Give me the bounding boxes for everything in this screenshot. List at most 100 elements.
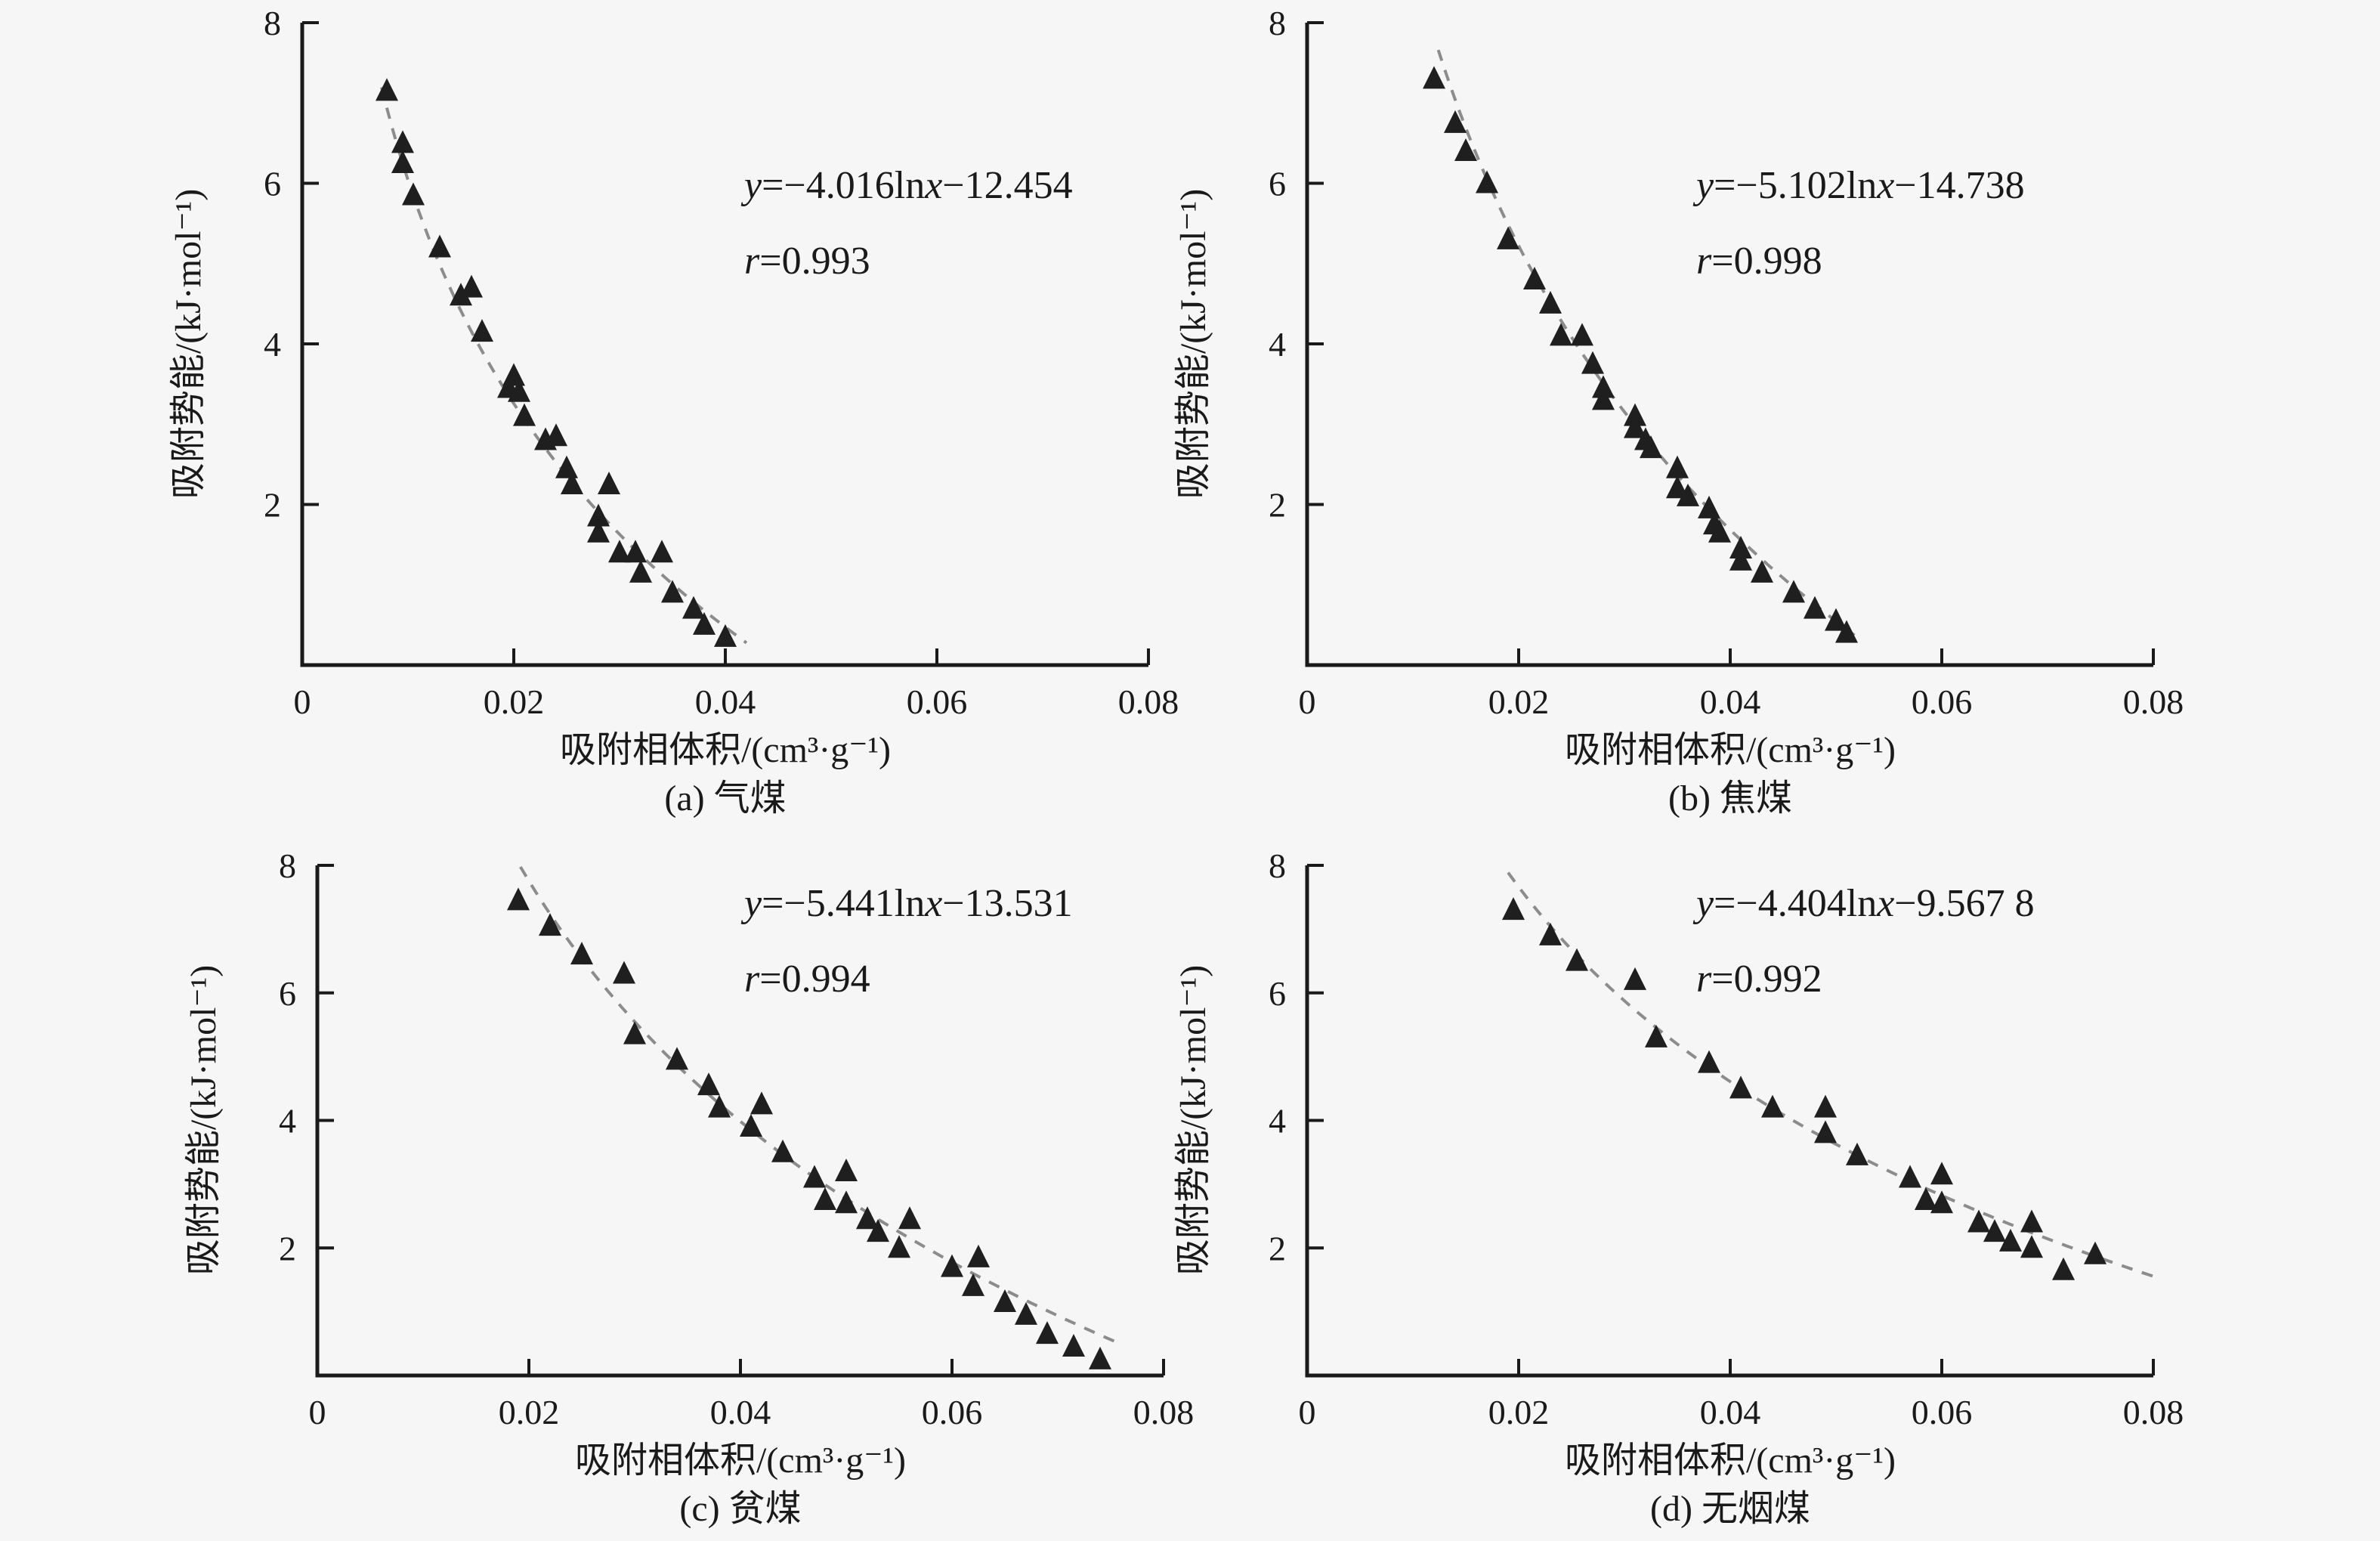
data-point-triangle	[460, 274, 483, 298]
data-point-triangle	[587, 519, 610, 543]
axis-lines	[1305, 23, 2153, 667]
x-axis-title: 吸附相体积/(cm³·g⁻¹)	[1565, 730, 1896, 770]
y-axis-title: 吸附势能/(kJ·mol⁻¹)	[184, 965, 224, 1275]
data-point-triangle	[1640, 435, 1662, 459]
x-tick-label: 0.06	[922, 1393, 983, 1431]
data-point-triangle	[835, 1159, 858, 1181]
data-point-triangle	[771, 1139, 794, 1162]
x-tick-label: 0.02	[484, 682, 545, 721]
x-tick-label: 0.06	[1912, 682, 1973, 721]
x-tick-label: 0.06	[1912, 1393, 1973, 1431]
data-point-triangle	[1539, 290, 1562, 314]
eq-const: −14.738	[1894, 164, 2024, 207]
data-point-triangle	[740, 1113, 762, 1137]
y-tick-label: 2	[1269, 1229, 1286, 1267]
axis-lines	[1305, 865, 2153, 1378]
panel-b-coking-coal: 0 0.02 0.04 0.06 0.08 2 4 6 8 y=−5.102lnx−14.738 r…	[1269, 4, 2184, 721]
data-point-triangle	[1062, 1334, 1085, 1357]
y-tick-label: 4	[1269, 1102, 1286, 1140]
data-point-triangle	[1967, 1209, 1990, 1233]
data-point-triangle	[570, 942, 593, 965]
data-point-triangle	[1983, 1219, 2006, 1242]
data-point-triangle	[682, 596, 705, 619]
data-point-triangle	[629, 559, 652, 583]
data-point-triangle	[651, 540, 673, 563]
data-point-triangle	[1476, 170, 1498, 193]
data-point-triangle	[1835, 620, 1858, 643]
data-point-triangle	[561, 471, 583, 494]
data-point-triangle	[714, 624, 737, 647]
axis-lines	[315, 865, 1164, 1378]
data-point-triangle	[391, 130, 414, 153]
y-tick-label: 6	[1269, 165, 1286, 203]
y-axis-title: 吸附势能/(kJ·mol⁻¹)	[1173, 189, 1213, 499]
data-point-triangle	[1708, 519, 1731, 543]
data-point-triangle	[967, 1244, 990, 1267]
data-point-triangle	[1624, 403, 1646, 426]
x-axis-title: 吸附相体积/(cm³·g⁻¹)	[575, 1440, 906, 1481]
panel-caption: (c) 贫煤	[679, 1489, 801, 1529]
data-point-triangle	[803, 1165, 826, 1188]
data-point-triangle	[1581, 351, 1604, 374]
data-point-triangle	[941, 1254, 963, 1277]
y-tick-label: 2	[1269, 486, 1286, 524]
x-tick-label: 0	[1299, 1393, 1316, 1431]
data-point-triangle	[1698, 1050, 1720, 1073]
data-point-triangle	[2020, 1209, 2043, 1233]
x-tick-label: 0.04	[1700, 1393, 1761, 1431]
eq-const: −9.567 8	[1894, 882, 2034, 925]
correlation-coefficient: r=0.993	[744, 240, 870, 283]
data-point-triangle	[428, 234, 451, 258]
x-tick-label: 0.08	[1133, 1393, 1195, 1431]
data-point-triangle	[1645, 1024, 1668, 1047]
data-point-triangle	[1539, 922, 1562, 945]
data-point-triangle	[1677, 483, 1699, 506]
correlation-coefficient: r=0.998	[1696, 240, 1822, 283]
data-point-triangle	[2052, 1257, 2075, 1280]
x-tick-label: 0.04	[695, 682, 756, 721]
data-point-triangle	[835, 1190, 858, 1214]
x-tick-label: 0.04	[710, 1393, 771, 1431]
r-var: r	[1696, 240, 1712, 283]
y-tick-label: 6	[1269, 974, 1286, 1013]
data-point-triangle	[471, 319, 493, 342]
data-point-triangle	[1751, 559, 1773, 583]
data-point-triangle	[1930, 1162, 1953, 1185]
correlation-coefficient: r=0.994	[744, 958, 870, 1001]
data-point-triangle	[1592, 387, 1615, 410]
data-point-triangle	[1698, 495, 1720, 518]
r-value: =0.998	[1711, 240, 1822, 283]
fit-line	[519, 865, 1117, 1344]
fit-equation: y=−5.102lnx−14.738	[1692, 164, 2025, 207]
eq-mid: =−5.441ln	[762, 882, 925, 925]
data-point-triangle	[613, 961, 635, 984]
x-tick-label: 0	[309, 1393, 326, 1431]
x-tick-label: 0	[1299, 682, 1316, 721]
eq-var-y: y	[740, 882, 762, 925]
eq-mid: =−5.102ln	[1714, 164, 1877, 207]
x-axis-title: 吸附相体积/(cm³·g⁻¹)	[560, 730, 891, 770]
data-point-triangle	[1915, 1187, 1937, 1210]
data-point-triangle	[1729, 535, 1752, 559]
eq-const: −12.454	[942, 164, 1072, 207]
panel-caption: (d) 无烟煤	[1650, 1489, 1810, 1529]
data-point-triangle	[1930, 1190, 1953, 1214]
eq-var-x: x	[924, 164, 942, 207]
data-point-triangle	[697, 1072, 720, 1096]
eq-var-y: y	[1692, 882, 1714, 925]
data-point-triangle	[888, 1235, 910, 1258]
data-point-triangle	[1729, 547, 1752, 571]
data-point-triangle	[598, 471, 620, 494]
data-point-triangle	[661, 580, 684, 603]
y-tick-label: 2	[264, 486, 281, 524]
panel-c-lean-coal: 0 0.02 0.04 0.06 0.08 2 4 6 8 y=−5.441lnx−13.531 r…	[279, 846, 1194, 1431]
data-point-triangle	[962, 1273, 984, 1296]
data-point-triangle	[1566, 948, 1588, 971]
fit-line	[1507, 871, 2159, 1280]
data-point-triangle	[2020, 1235, 2043, 1258]
data-point-triangle	[1814, 1120, 1837, 1143]
y-tick-label: 8	[1269, 4, 1286, 42]
data-point-triangle	[450, 283, 472, 306]
y-axis-title: 吸附势能/(kJ·mol⁻¹)	[168, 189, 209, 499]
